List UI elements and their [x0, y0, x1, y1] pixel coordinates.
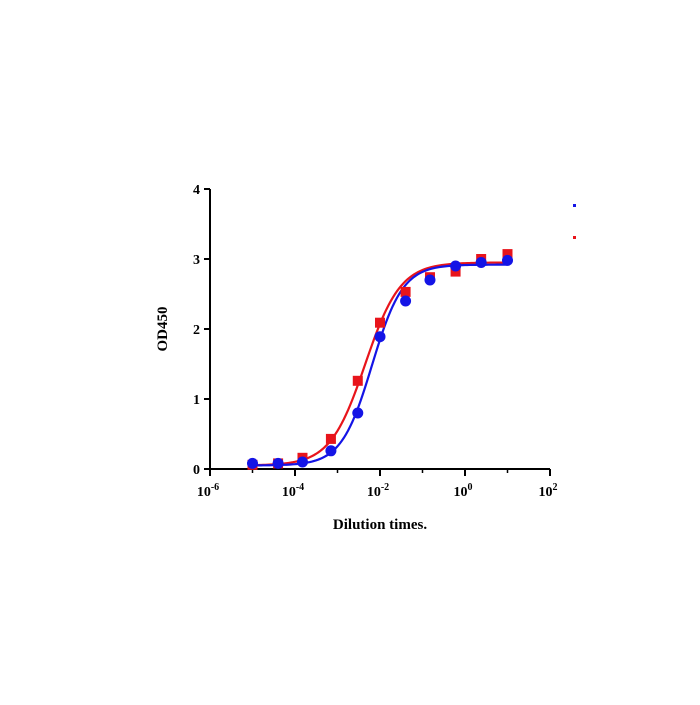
data-point-circle	[475, 257, 487, 268]
x-axis-title: Dilution times.	[333, 517, 427, 533]
data-point-circle	[400, 295, 412, 307]
data-point-circle	[424, 274, 436, 286]
y-tick-label: 4	[193, 183, 200, 198]
x-tick-label: 102	[539, 482, 558, 500]
data-point-circle	[502, 254, 513, 266]
data-point-circle	[352, 407, 364, 419]
data-point-circle	[450, 260, 462, 272]
y-tick-label: 1	[193, 393, 200, 408]
data-points	[247, 249, 513, 470]
legend-marker	[573, 236, 576, 239]
y-axis-title: OD450	[155, 307, 171, 352]
y-tick-label: 2	[193, 323, 200, 338]
data-point-square	[325, 433, 336, 444]
data-point-circle	[374, 331, 386, 343]
y-tick-label: 0	[193, 463, 200, 478]
data-point-circle	[296, 456, 308, 468]
data-point-circle	[325, 445, 337, 457]
axes: 0 1 2 3 4 10-6 10-4 10-2 100 102	[193, 183, 558, 500]
x-tick-label: 100	[454, 482, 473, 500]
data-point-square	[450, 266, 461, 277]
data-point-circle	[247, 457, 258, 469]
data-point-circle	[272, 457, 284, 469]
x-tick-label: 10-2	[367, 482, 389, 500]
data-point-square	[400, 286, 411, 297]
legend	[573, 204, 576, 239]
fit-curves	[252, 261, 508, 467]
y-tick-label: 3	[193, 253, 200, 268]
x-tick-label: 10-4	[282, 482, 304, 500]
legend-marker	[573, 204, 576, 207]
fit-curve-0	[252, 261, 508, 467]
data-point-square	[375, 317, 385, 328]
x-tick-label: 10-6	[197, 482, 219, 500]
data-point-square	[352, 375, 363, 386]
fit-curve-1	[252, 263, 508, 467]
data-point-square	[502, 249, 513, 260]
